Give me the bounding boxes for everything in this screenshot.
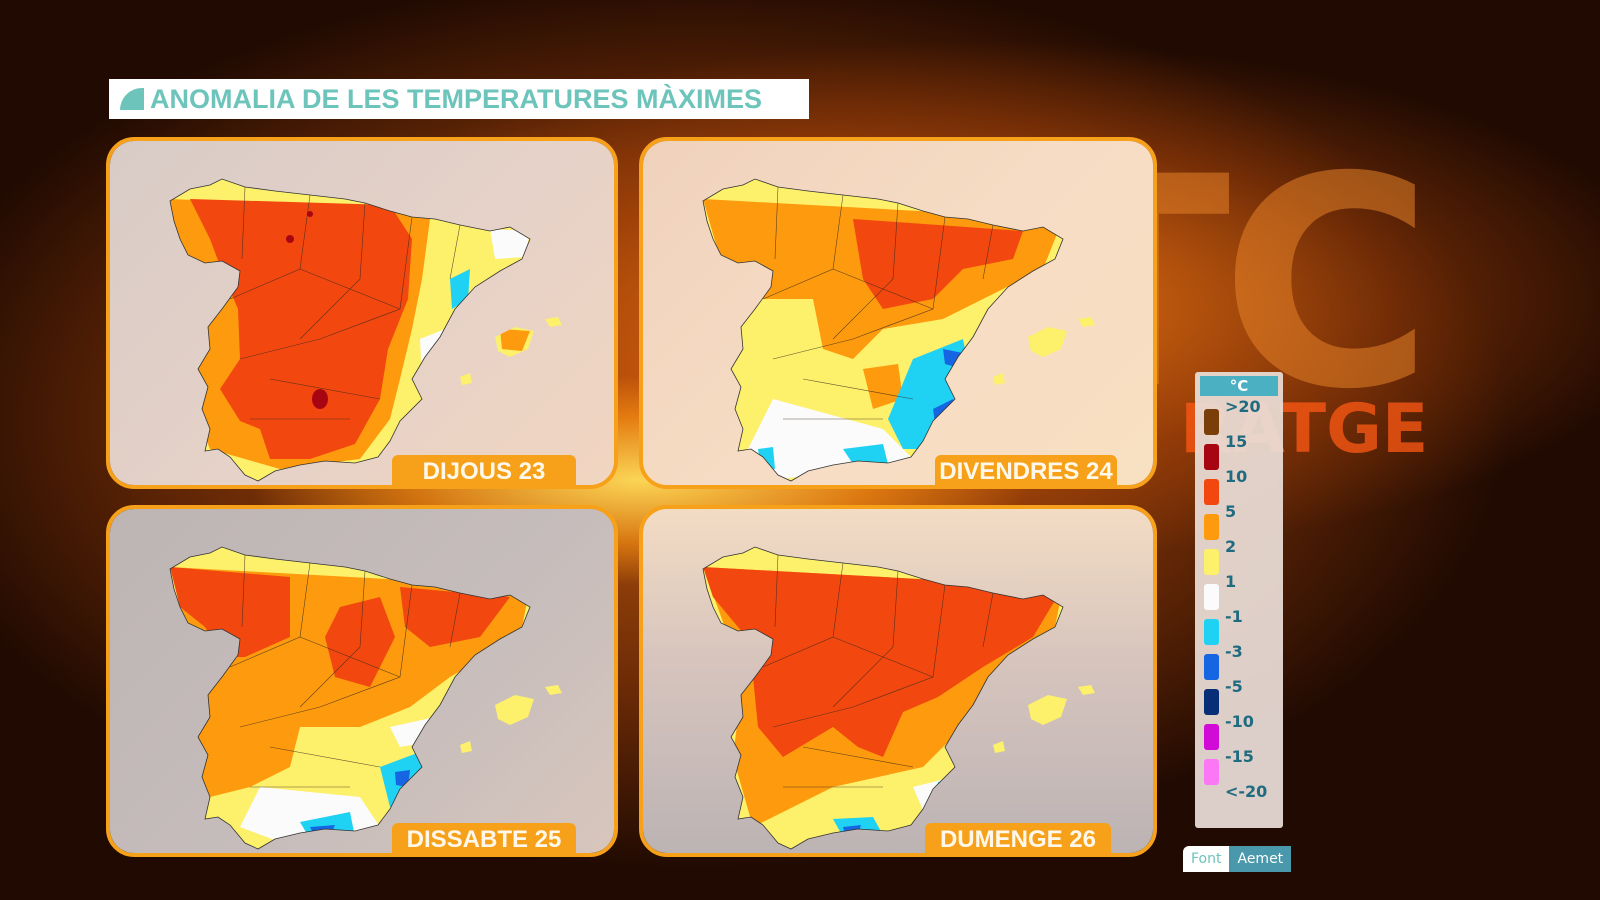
legend-label: 1 — [1225, 572, 1237, 591]
legend-label: -3 — [1225, 642, 1243, 661]
title-bar: ANOMALIA DE LES TEMPERATURES MÀXIMES — [109, 79, 809, 119]
legend-swatch — [1204, 724, 1219, 750]
legend-swatch — [1204, 444, 1219, 470]
map-panel-saturday: DISSABTE 25 — [106, 505, 618, 857]
spain-anomaly-map-saturday — [169, 546, 562, 850]
source-key: Font — [1183, 846, 1230, 872]
source-value: Aemet — [1229, 846, 1292, 872]
legend-swatch — [1204, 759, 1219, 785]
map-panel-thursday: DIJOUS 23 — [106, 137, 618, 489]
legend-label: -10 — [1225, 712, 1254, 731]
legend-swatch — [1204, 619, 1219, 645]
legend-unit: °C — [1200, 376, 1278, 396]
page-title: ANOMALIA DE LES TEMPERATURES MÀXIMES — [150, 83, 763, 114]
source-credit: Font Aemet — [1183, 846, 1292, 872]
legend: °C >20 15 10 5 2 1 -1 -3 -5 -10 -15 <-20 — [1195, 372, 1283, 828]
legend-label: 2 — [1225, 537, 1237, 556]
title-quarter-circle-icon — [120, 88, 144, 110]
map-panel-friday: DIVENDRES 24 — [639, 137, 1157, 489]
legend-label: -15 — [1225, 747, 1254, 766]
spain-anomaly-map-friday — [702, 178, 1095, 482]
day-label-friday: DIVENDRES 24 — [935, 455, 1117, 485]
legend-swatch — [1204, 514, 1219, 540]
legend-label: -1 — [1225, 607, 1243, 626]
legend-label: <-20 — [1225, 782, 1268, 801]
legend-label: 5 — [1225, 502, 1237, 521]
legend-swatch — [1204, 654, 1219, 680]
legend-swatch — [1204, 549, 1219, 575]
map-panel-sunday: DUMENGE 26 — [639, 505, 1157, 857]
day-label-sunday: DUMENGE 26 — [925, 823, 1111, 853]
legend-swatch — [1204, 479, 1219, 505]
spain-anomaly-map-sunday — [702, 546, 1095, 850]
legend-label: -5 — [1225, 677, 1243, 696]
legend-label: >20 — [1225, 397, 1261, 416]
legend-swatch — [1204, 584, 1219, 610]
day-label-thursday: DIJOUS 23 — [392, 455, 576, 485]
legend-swatch — [1204, 409, 1219, 435]
day-label-saturday: DISSABTE 25 — [392, 823, 576, 853]
spain-anomaly-map-thursday — [169, 178, 562, 482]
legend-label: 15 — [1225, 432, 1248, 451]
legend-label: 10 — [1225, 467, 1248, 486]
legend-swatch — [1204, 689, 1219, 715]
